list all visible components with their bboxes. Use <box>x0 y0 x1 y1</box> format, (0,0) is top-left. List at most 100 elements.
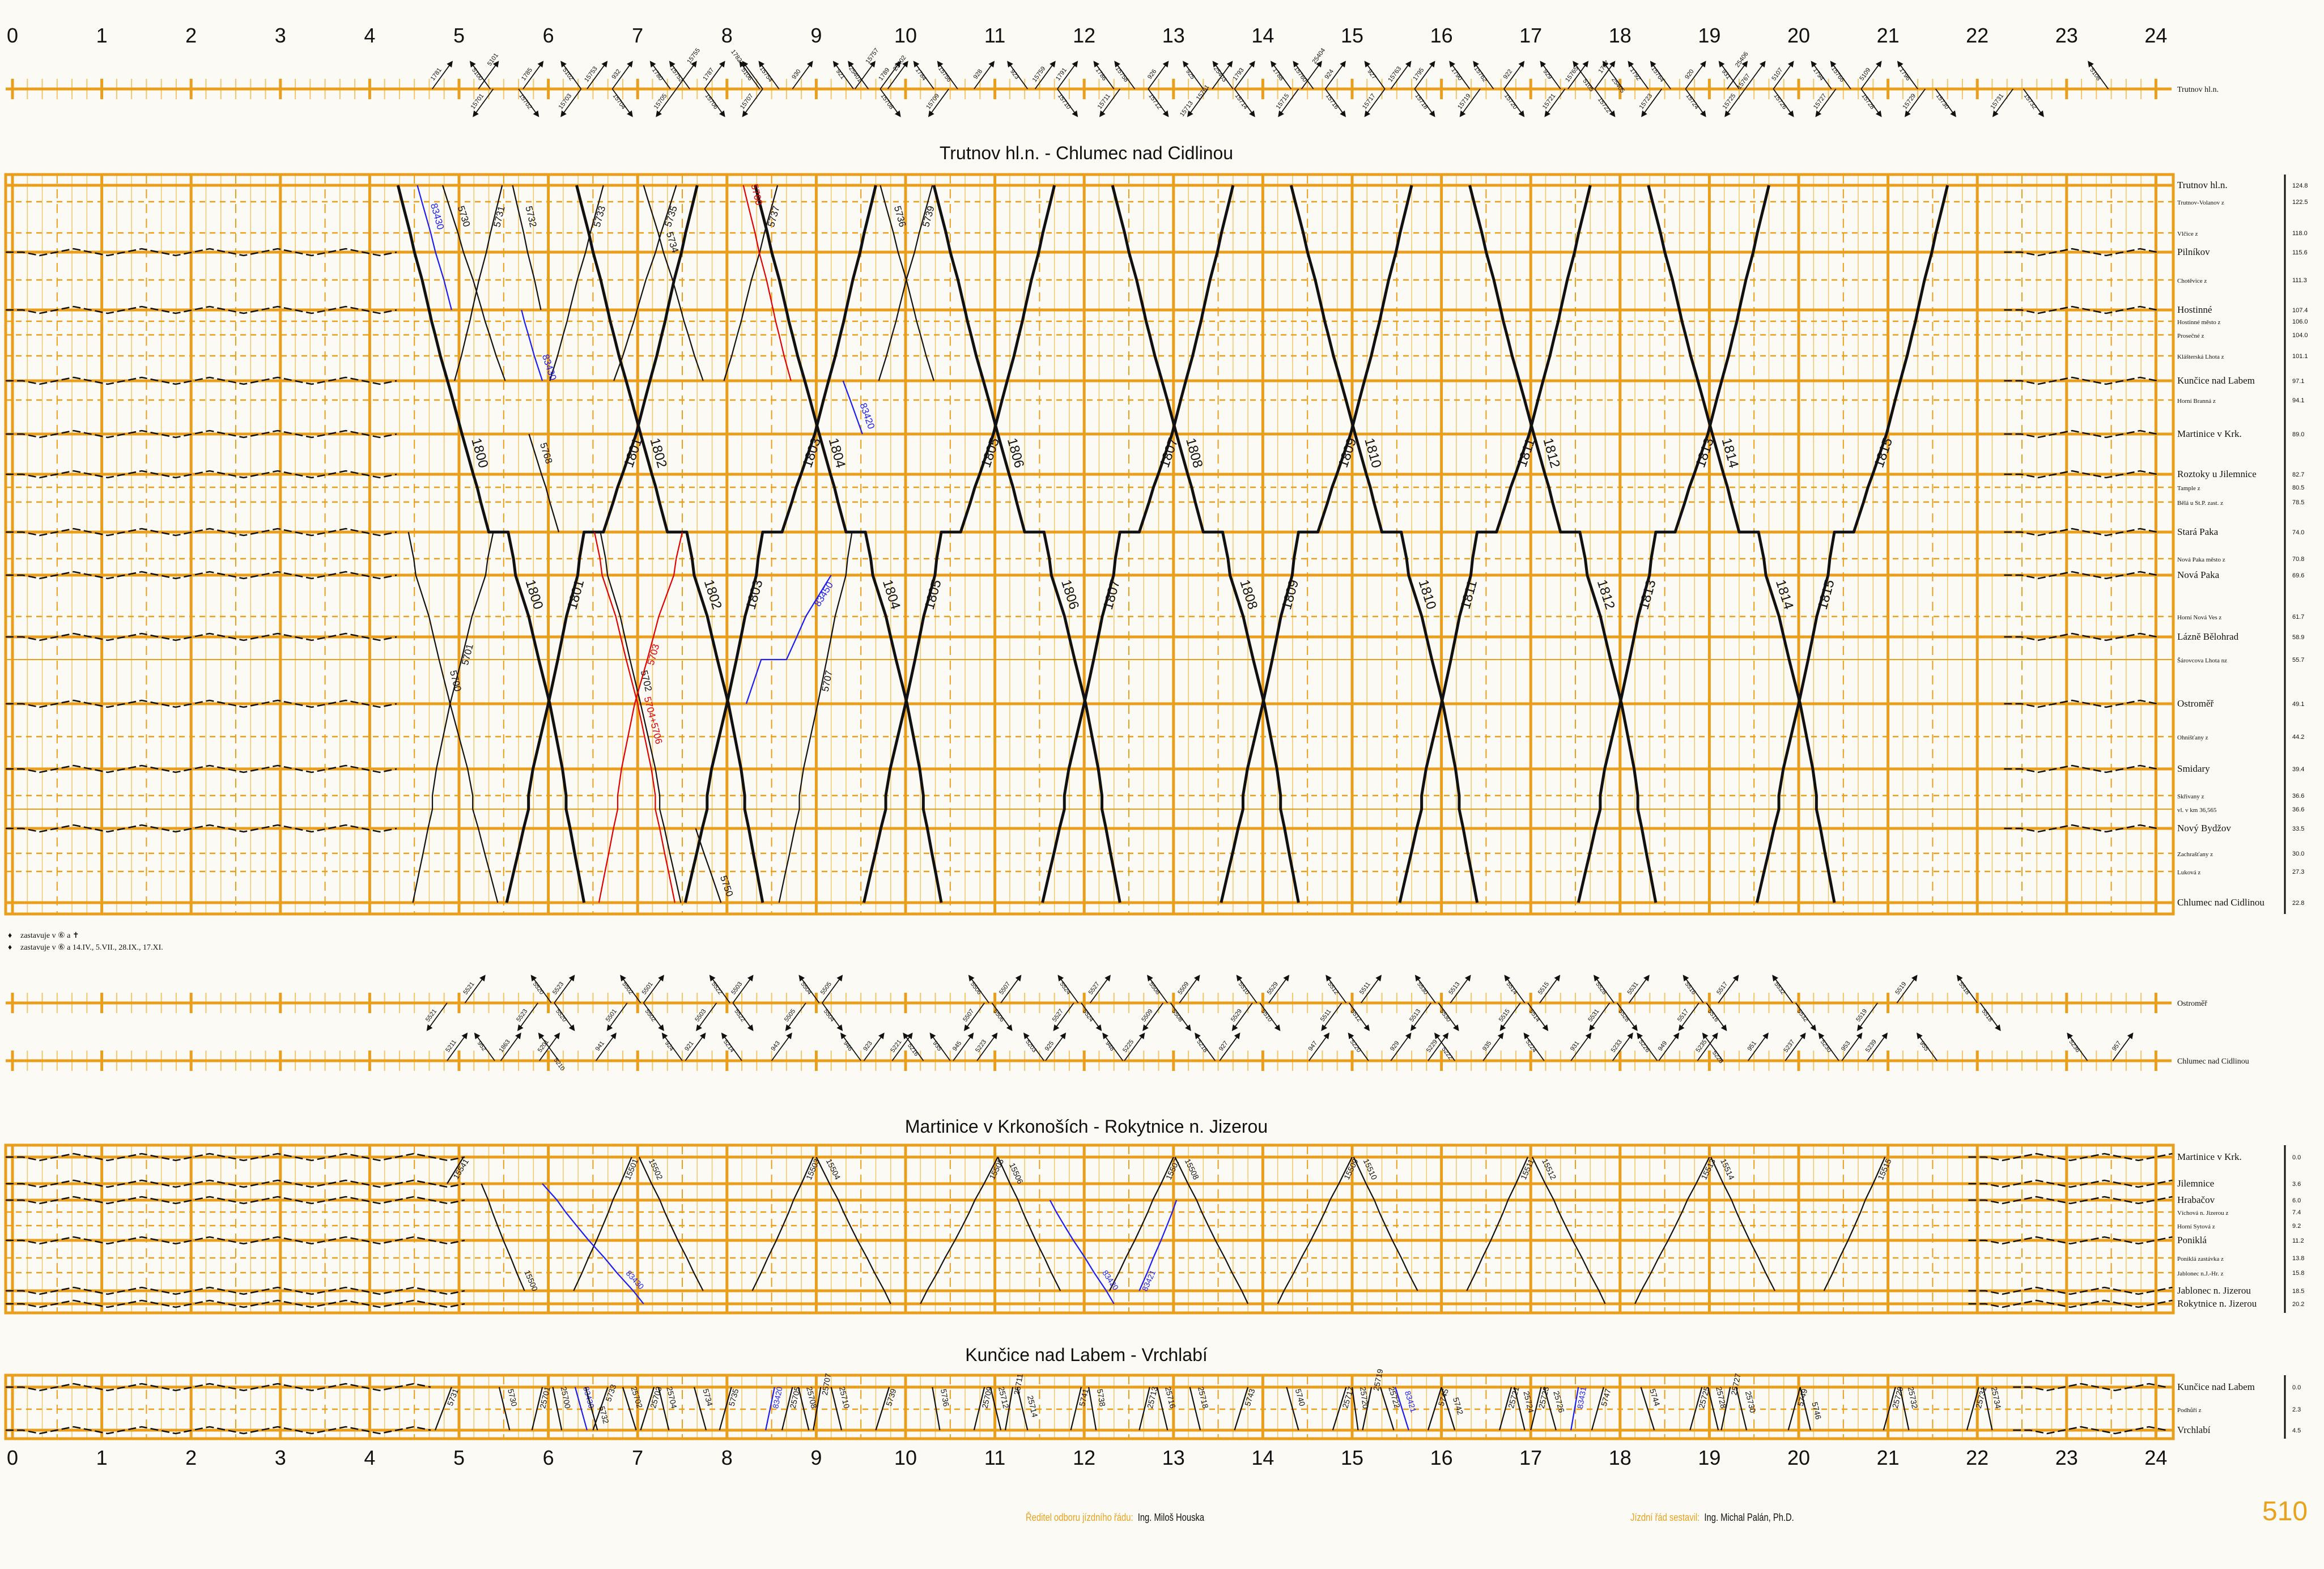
train-path <box>1070 1387 1082 1431</box>
connection-stub <box>1503 61 1525 90</box>
connection-train-number: 15726 <box>1772 92 1788 110</box>
connection-stub <box>431 61 453 90</box>
connection-stub <box>1045 1032 1067 1061</box>
connection-stub <box>1641 88 1663 117</box>
hour-label: 23 <box>2055 24 2078 47</box>
station-name: Poniklá <box>2177 1235 2207 1245</box>
connection-stub <box>1219 1032 1240 1061</box>
hour-label: 12 <box>1073 24 1096 47</box>
connection-stub <box>822 975 843 1004</box>
station-km: 82.7 <box>2292 471 2304 478</box>
connection-stub <box>1212 61 1234 90</box>
train-path <box>622 1387 637 1431</box>
connection-stub <box>1685 61 1706 90</box>
station-name: Nová Paka město z <box>2177 556 2225 563</box>
connection-stub <box>913 61 934 90</box>
connection-train-number: 25402 <box>892 54 908 73</box>
station-km: 101.1 <box>2292 353 2308 360</box>
connection-stub <box>1658 1032 1680 1061</box>
station-name: Bělá u St.P. zast. z <box>2177 500 2223 507</box>
connection-stub <box>1773 61 1794 90</box>
connection-stub <box>903 1032 924 1061</box>
station-name: Smidary <box>2177 763 2210 774</box>
connection-train-number: 5506 <box>969 981 983 996</box>
connection-stub <box>530 975 552 1004</box>
connection-train-number: 5531 <box>1626 981 1640 996</box>
train-number-label: 25732 <box>1906 1386 1920 1410</box>
connection-stub <box>473 88 494 117</box>
legend-text: zastavuje v ⑥ a 14.IV., 5.VII., 28.IX., … <box>20 943 163 952</box>
train-path <box>1174 1156 1249 1304</box>
connection-stub <box>742 61 763 90</box>
connection-stub <box>1364 61 1386 90</box>
train-path <box>454 185 503 381</box>
train-number-label: 5701 <box>460 643 475 666</box>
train-number-label: 5736 <box>939 1388 951 1408</box>
train-path <box>742 185 792 381</box>
station-name: Zachrašťany z <box>2177 851 2213 858</box>
train-number-label: 25734 <box>1990 1386 2003 1410</box>
train-path <box>417 185 452 311</box>
connection-stub <box>1685 88 1706 117</box>
hour-label: 24 <box>2144 24 2168 47</box>
station-name: Vlčice z <box>2177 231 2198 237</box>
connection-stub <box>1904 88 1926 117</box>
section-frame <box>4 173 2175 916</box>
station-km: 55.7 <box>2292 657 2304 664</box>
train-number-label: 5732 <box>597 1405 611 1425</box>
station-km: 111.3 <box>2292 277 2307 284</box>
connection-train-number: 5513 <box>1447 981 1461 996</box>
connection-train-number: 1786 <box>1094 67 1108 82</box>
footer-director: Ředitel odboru jízdního řádu: Ing. Miloš … <box>1026 1512 1204 1524</box>
connection-train-number: 25403 <box>1212 65 1228 83</box>
strip-station-name: Trutnov hl.n. <box>2177 86 2219 94</box>
no-service-squiggle <box>6 632 397 641</box>
connection-stub <box>1361 975 1382 1004</box>
station-km: 49.1 <box>2292 701 2304 708</box>
station-name: Chlumec nad Cidlinou <box>2177 897 2264 908</box>
train-number-label: 83430 <box>428 202 446 231</box>
hour-label: 24 <box>2144 1446 2168 1469</box>
connection-train-number: 15732 <box>2023 92 2038 110</box>
connection-train-number: 15764 <box>1650 65 1666 83</box>
connection-stub <box>1856 1002 1878 1031</box>
footer-compiler: Jízdní řád sestavil: Ing. Michal Palán, P… <box>1630 1512 1794 1524</box>
train-path <box>723 185 779 381</box>
connection-stub <box>685 1032 706 1061</box>
station-name: Rokytnice n. Jizerou <box>2177 1298 2257 1309</box>
connection-train-number: 15722 <box>1596 96 1612 114</box>
station-name: Horní Branná z <box>2177 398 2216 405</box>
connection-train-number: 15756 <box>937 65 953 83</box>
train-number-label: 25731 <box>1974 1385 1989 1409</box>
train-number-label: 1815 <box>1871 436 1896 469</box>
train-number-label: 5734 <box>664 231 681 254</box>
train-path <box>1108 1156 1174 1291</box>
train-number-label: 5740 <box>1294 1388 1307 1407</box>
station-name: vl. v km 36,565 <box>2177 807 2217 814</box>
connection-stub <box>1187 88 1208 117</box>
connection-stub <box>1321 1002 1342 1031</box>
station-km: 3.6 <box>2292 1181 2301 1188</box>
connection-train-number: 5511 <box>1319 1008 1333 1023</box>
station-name: Trutnov-Volanov z <box>2177 199 2224 206</box>
connection-stub <box>1434 1032 1455 1061</box>
train-number-label: 25709 <box>980 1385 994 1409</box>
hour-label: 15 <box>1340 24 1364 47</box>
train-path <box>498 1387 511 1431</box>
connection-stub <box>1459 88 1481 117</box>
connection-stub <box>1637 1032 1658 1061</box>
connection-stub <box>1023 1032 1045 1061</box>
connection-stub <box>426 1002 448 1031</box>
train-number-label: 5738 <box>1095 1388 1107 1408</box>
train-number-label: 5739 <box>920 205 936 228</box>
connection-stub <box>1053 1002 1074 1031</box>
station-km: 0.0 <box>2292 1384 2301 1391</box>
train-path <box>434 1387 452 1431</box>
connection-stub <box>606 1002 628 1031</box>
train-path <box>1468 185 1658 903</box>
connection-train-number: 15723 <box>1638 92 1654 110</box>
connection-train-number: 5100 <box>470 67 484 82</box>
connection-train-number: 1782 <box>729 49 743 64</box>
no-service-squiggle <box>2004 430 2157 439</box>
